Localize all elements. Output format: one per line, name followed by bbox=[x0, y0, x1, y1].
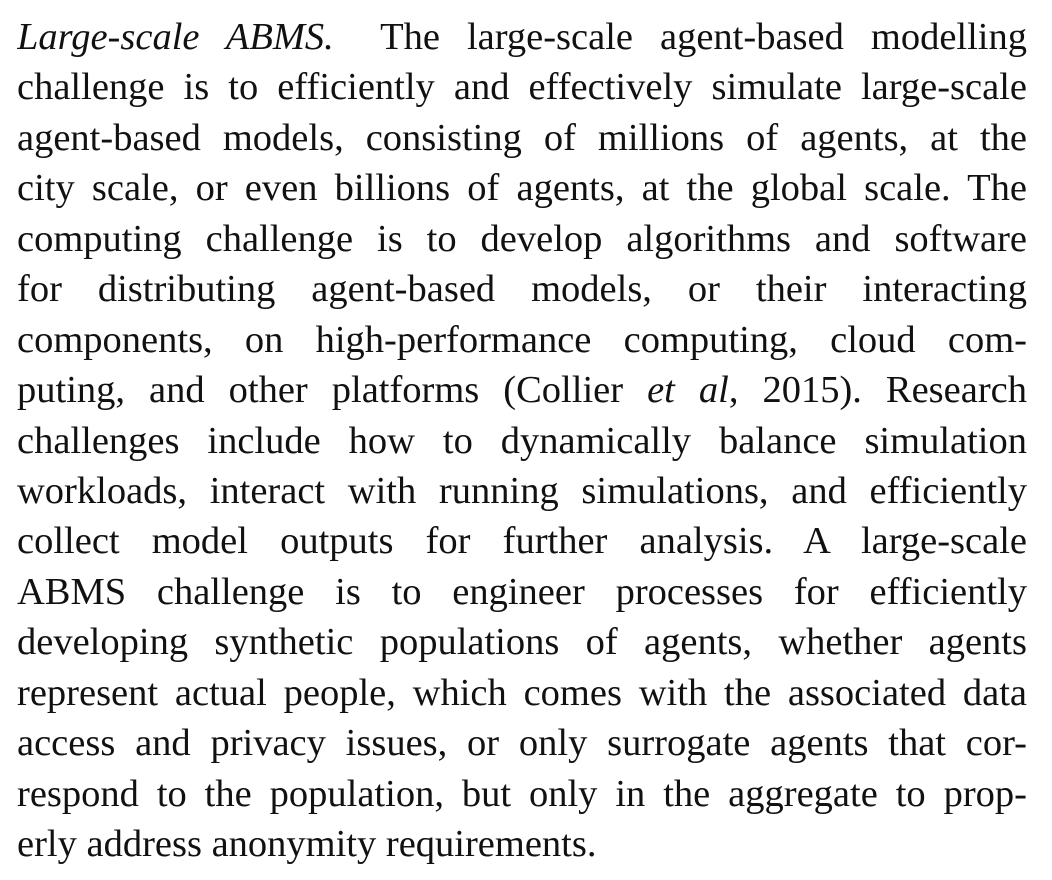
text-line: represent actual people, which comes wit… bbox=[17, 671, 1027, 714]
citation-etal: et al bbox=[647, 369, 729, 412]
text-line: for distributing agent-based models, or … bbox=[17, 268, 1027, 311]
text-line: city scale, or even billions of agents, … bbox=[17, 167, 1027, 210]
text-line: developing synthetic populations of agen… bbox=[17, 621, 1027, 664]
run-in-heading: Large-scale ABMS. bbox=[17, 16, 334, 58]
text-line: computing challenge is to develop algori… bbox=[17, 217, 1027, 260]
text-line: challenges include how to dynamically ba… bbox=[17, 419, 1027, 462]
text-line: workloads, interact with running simulat… bbox=[17, 469, 1027, 512]
line-text: , 2015). Research bbox=[728, 369, 1027, 412]
text-line: components, on high-performance computin… bbox=[17, 318, 1027, 361]
text-line: puting, and other platforms (Collier et … bbox=[17, 365, 1027, 415]
line-text: The large-scale agent-based modelling bbox=[380, 16, 1027, 58]
text-line: respond to the population, but only in t… bbox=[17, 772, 1027, 815]
text-line: agent-based models, consisting of millio… bbox=[17, 116, 1027, 159]
text-line: collect model outputs for further analys… bbox=[17, 520, 1027, 563]
line-text: puting, and other platforms (Collier bbox=[17, 369, 648, 412]
text-line: erly address anonymity requirements. bbox=[17, 823, 597, 865]
text-line: ABMS challenge is to engineer processes … bbox=[17, 570, 1027, 613]
text-line: Large-scale ABMS. The large-scale agent-… bbox=[17, 12, 1027, 62]
body-paragraph: Large-scale ABMS. The large-scale agent-… bbox=[17, 12, 1027, 869]
text-line: access and privacy issues, or only surro… bbox=[17, 722, 1027, 765]
text-line: challenge is to efficiently and effectiv… bbox=[17, 66, 1027, 109]
